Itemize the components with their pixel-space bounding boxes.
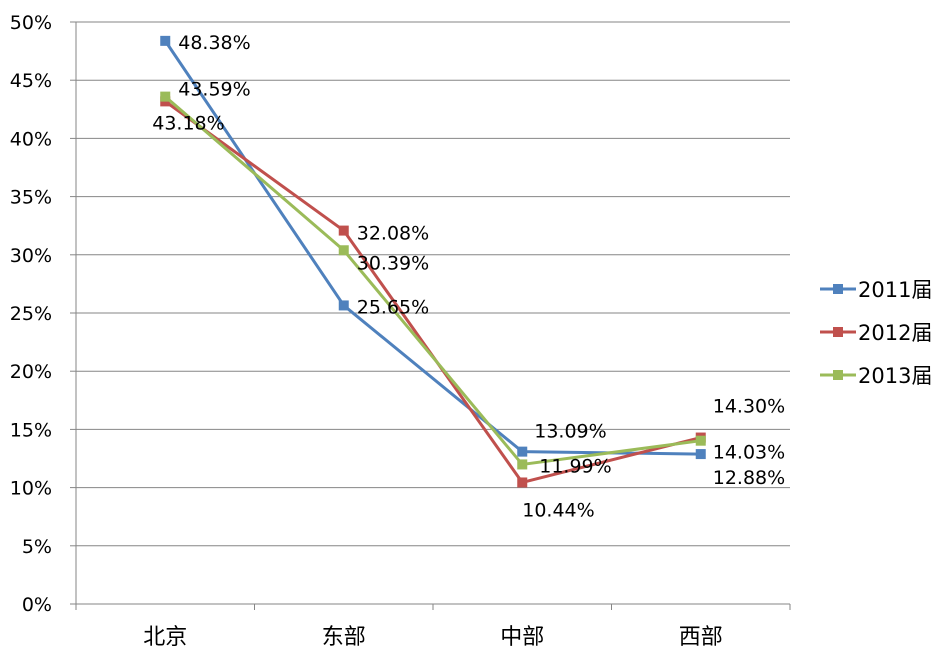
data-label: 11.99% (539, 455, 611, 477)
data-label: 43.18% (152, 112, 224, 134)
legend-marker (833, 370, 843, 380)
y-tick-label: 45% (10, 70, 52, 92)
legend-marker (833, 327, 843, 337)
series-line (164, 40, 701, 456)
y-tick-label: 20% (10, 361, 52, 383)
series-line (164, 100, 702, 484)
data-point-marker (338, 300, 349, 311)
data-point-marker (695, 449, 706, 460)
data-point-marker (160, 35, 171, 46)
data-point-marker (695, 435, 706, 446)
data-label: 12.88% (713, 467, 785, 489)
y-tick-label: 50% (10, 12, 52, 34)
y-tick-label: 10% (10, 478, 52, 500)
data-point-marker (517, 459, 528, 470)
x-tick-label: 北京 (143, 625, 187, 649)
series-line (164, 95, 701, 466)
y-tick-label: 35% (10, 187, 52, 209)
data-point-marker (338, 245, 349, 256)
data-label: 48.38% (178, 32, 250, 54)
data-label: 14.30% (713, 396, 785, 418)
series (160, 35, 706, 488)
data-point-marker (160, 91, 171, 102)
legend-marker (833, 284, 843, 294)
y-tick-label: 30% (10, 245, 52, 267)
data-label: 13.09% (534, 421, 606, 443)
data-label: 14.03% (713, 442, 785, 464)
data-label: 10.44% (522, 499, 594, 521)
y-tick-label: 15% (10, 419, 52, 441)
x-tick-label: 东部 (322, 625, 366, 649)
data-point-marker (338, 225, 349, 236)
x-tick-label: 西部 (679, 625, 723, 649)
y-tick-label: 5% (22, 536, 52, 558)
data-label: 25.65% (357, 296, 429, 318)
data-label: 30.39% (357, 252, 429, 274)
data-point-marker (517, 446, 528, 457)
y-tick-label: 0% (22, 594, 52, 616)
legend-label: 2011届 (858, 278, 932, 302)
x-tick-label: 中部 (500, 625, 544, 649)
legend-label: 2012届 (858, 321, 932, 345)
legend: 2011届 2012届 2013届 (820, 278, 932, 388)
data-labels: 48.38% 25.65% 13.09% 12.88% 43.18% 32.08% 10.4… (152, 32, 785, 522)
axes: 0% 5% 10% 15% 20% 25% 30% 35% 40% 45% 50% 北京 东部 中部 西部 (10, 12, 791, 650)
data-label: 32.08% (357, 223, 429, 245)
gridlines (76, 21, 790, 547)
y-tick-label: 25% (10, 303, 52, 325)
y-tick-label: 40% (10, 128, 52, 150)
data-label: 43.59% (178, 79, 250, 101)
data-point-marker (517, 477, 528, 488)
legend-label: 2013届 (858, 364, 932, 388)
